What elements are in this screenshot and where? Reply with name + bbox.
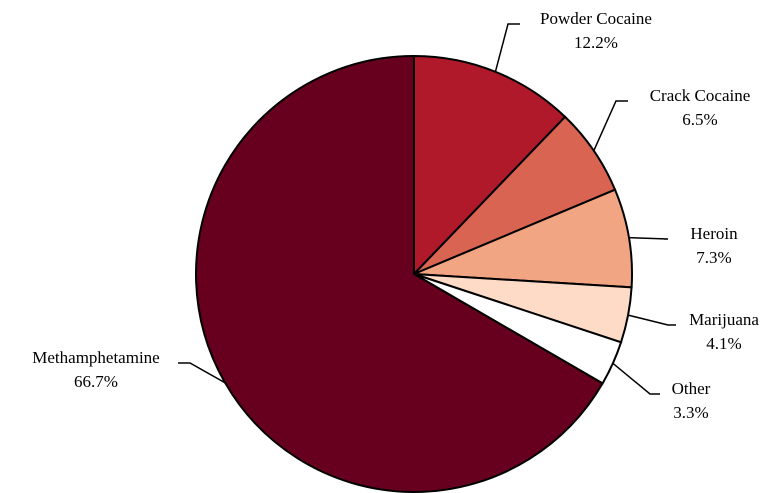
label-methamphetamine-name: Methamphetamine xyxy=(32,348,159,367)
label-marijuana-name: Marijuana xyxy=(689,310,759,329)
label-powder-cocaine-name: Powder Cocaine xyxy=(540,9,652,28)
label-other-value: 3.3% xyxy=(673,403,708,422)
pie-slices xyxy=(195,54,633,493)
label-other-name: Other xyxy=(672,379,711,398)
label-methamphetamine-value: 66.7% xyxy=(74,372,118,391)
slice-heroin xyxy=(413,188,633,289)
label-powder-cocaine-value: 12.2% xyxy=(574,33,618,52)
label-heroin-name: Heroin xyxy=(690,224,738,243)
label-marijuana-value: 4.1% xyxy=(706,334,741,353)
leader-marijuana xyxy=(627,314,676,326)
slice-methamphetamine xyxy=(195,54,604,493)
label-crack-cocaine-name: Crack Cocaine xyxy=(650,86,751,105)
leader-other xyxy=(612,362,660,395)
leader-heroin xyxy=(628,236,669,240)
label-heroin-value: 7.3% xyxy=(696,248,731,267)
leader-lines xyxy=(178,23,676,395)
leader-crack-cocaine xyxy=(593,100,628,152)
leader-methamphetamine xyxy=(178,362,226,384)
label-crack-cocaine-value: 6.5% xyxy=(682,110,717,129)
leader-powder-cocaine xyxy=(494,23,520,72)
